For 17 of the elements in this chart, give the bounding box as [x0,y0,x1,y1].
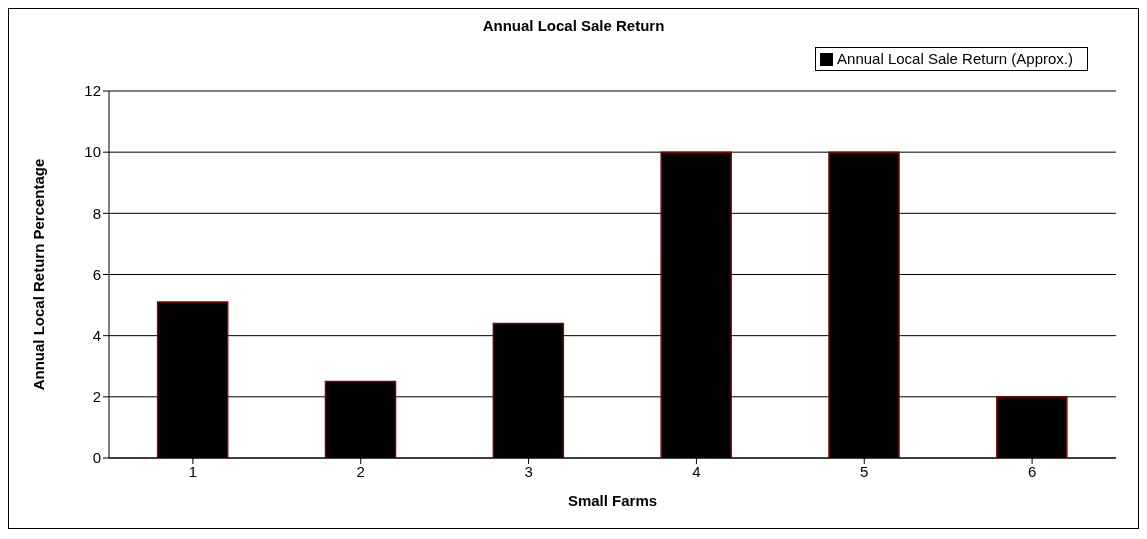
y-tick-label: 8 [92,204,101,222]
y-axis-title: Annual Local Return Percentage [30,158,48,391]
x-tick-label: 5 [860,462,869,480]
x-tick-label: 6 [1027,462,1037,480]
x-tick-label: 1 [188,462,198,480]
x-tick-label: 4 [692,462,701,480]
y-tick-label: 10 [84,143,101,161]
legend-label: Annual Local Sale Return (Approx.) [837,50,1073,67]
y-tick-label: 0 [92,449,101,467]
x-axis-title: Small Farms [567,492,658,509]
x-tick-label: 3 [524,462,533,480]
y-tick-label: 6 [92,265,101,283]
y-tick-label: 4 [92,326,101,344]
x-tick-label: 2 [356,462,365,480]
chart-title: Annual Local Sale Return [481,17,666,34]
y-tick-label: 2 [92,388,101,406]
y-tick-label: 12 [84,82,101,100]
